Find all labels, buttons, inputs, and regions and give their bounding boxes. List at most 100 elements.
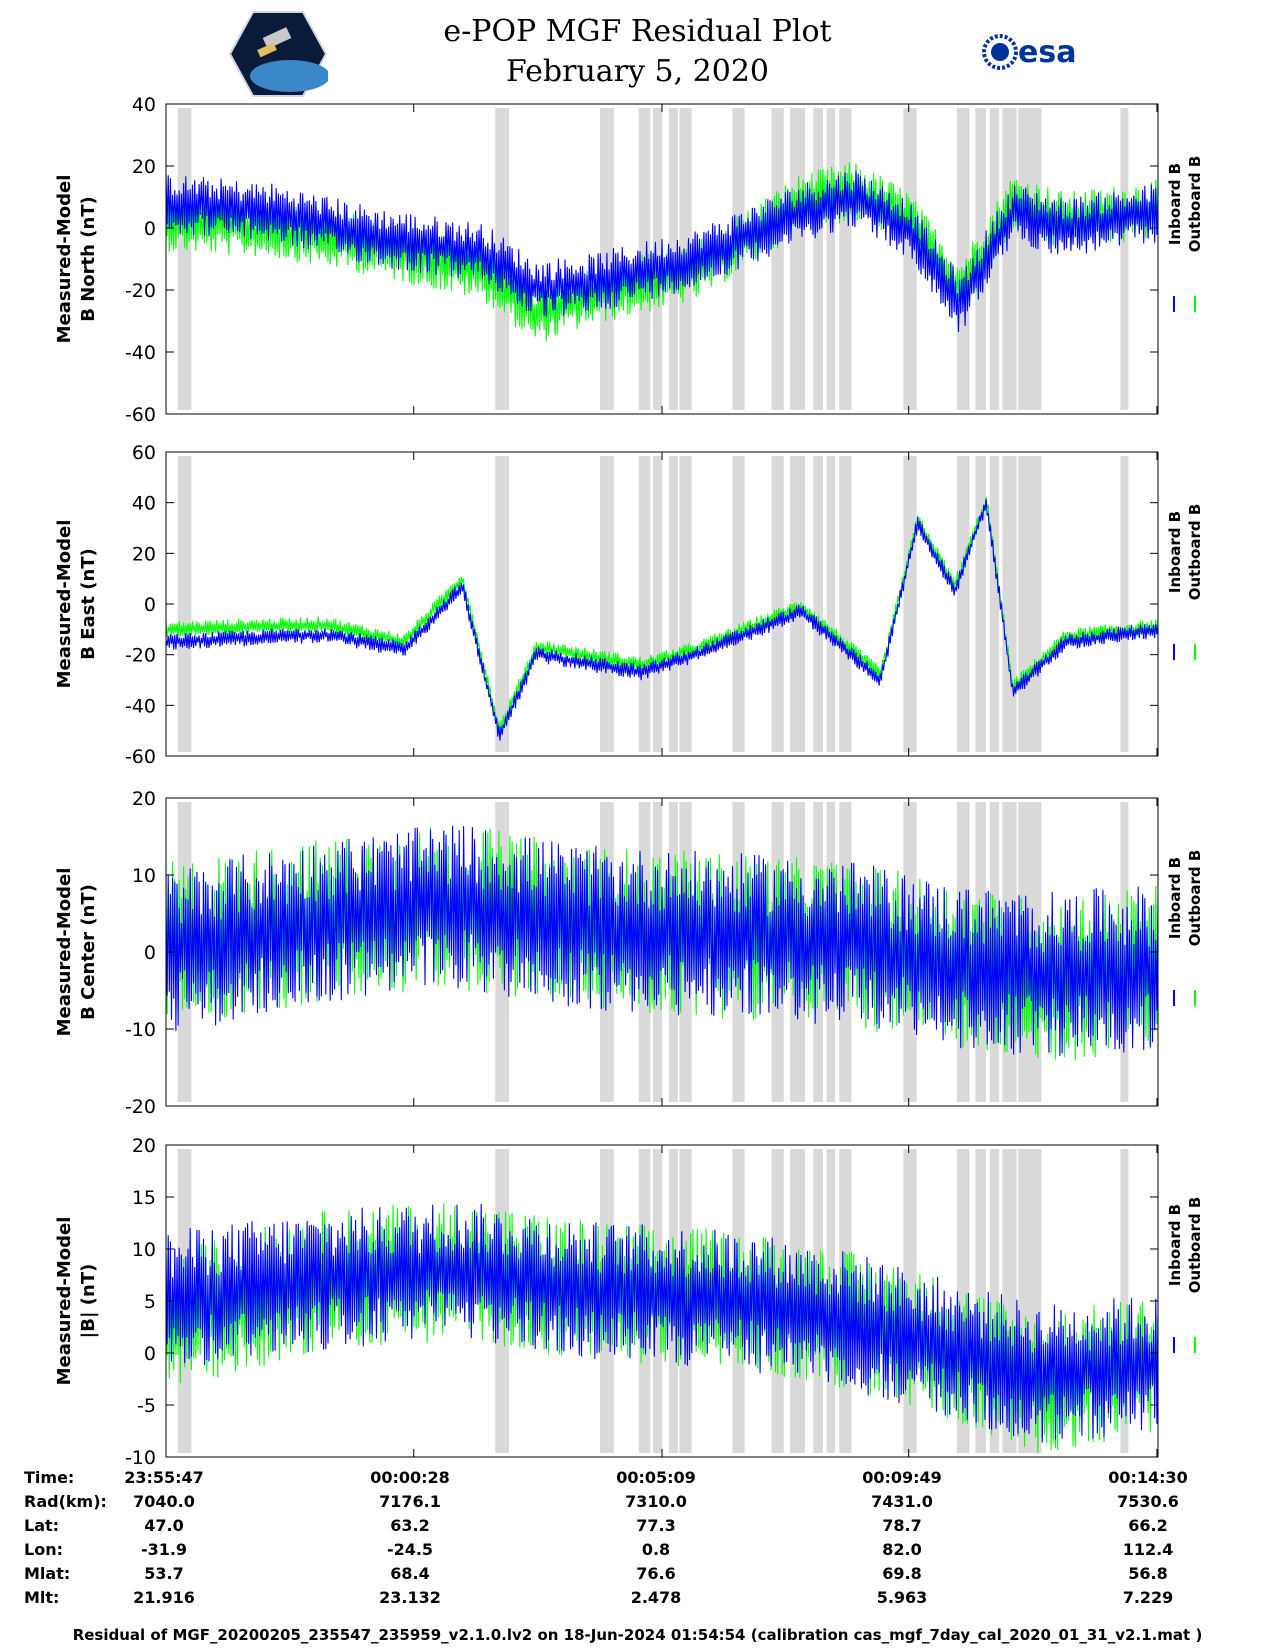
series-inboard-line — [166, 1203, 1158, 1443]
legend-outboard-label: Outboard B — [1186, 850, 1204, 947]
data-gap-band — [771, 108, 784, 410]
y-axis-label-line1: Measured-Model — [54, 1217, 75, 1386]
y-axis-label-line1: Measured-Model — [54, 175, 75, 344]
data-gap-band — [956, 456, 970, 752]
info-cell: 00:05:09 — [616, 1468, 696, 1487]
data-gap-band — [1120, 1149, 1129, 1453]
data-gap-band — [1002, 108, 1017, 410]
series-inboard-line — [166, 499, 1158, 741]
info-cell: 68.4 — [390, 1564, 430, 1583]
legend-inboard-label: Inboard B — [1166, 857, 1184, 939]
y-axis-label-line1: Measured-Model — [54, 868, 75, 1037]
data-gap-band — [813, 108, 823, 410]
y-tick-label: 20 — [132, 156, 156, 178]
legend-outboard-label: Outboard B — [1186, 504, 1204, 601]
info-cell: 0.8 — [641, 1540, 671, 1559]
info-cell: 112.4 — [1122, 1540, 1174, 1559]
y-axis-label-line2: |B| (nT) — [78, 1264, 99, 1339]
y-tick-label: 0 — [144, 942, 156, 964]
data-gap-band — [826, 456, 836, 752]
data-gap-band — [495, 108, 510, 410]
data-gap-band — [177, 456, 192, 752]
y-tick-label: 10 — [132, 1239, 156, 1261]
data-gap-band — [600, 456, 614, 752]
info-label-time: Time: — [24, 1468, 75, 1487]
data-gap-band — [1120, 108, 1129, 410]
data-gap-band — [903, 456, 917, 752]
info-label-lon: Lon: — [24, 1540, 63, 1559]
data-gap-band — [839, 108, 852, 410]
info-cell: 23:55:47 — [124, 1468, 204, 1487]
y-tick-label: 60 — [132, 442, 156, 464]
data-gap-band — [790, 108, 805, 410]
data-gap-band — [956, 108, 970, 410]
legend-labels: Inboard B Outboard B — [1166, 1197, 1204, 1294]
panel-1: 40 20 0 -20 -40 -60 Measured-Model B North (nT)… — [54, 94, 1204, 426]
y-tick-label: 5 — [144, 1291, 156, 1313]
legend-inboard-label: Inboard B — [1166, 511, 1184, 593]
data-gap-band — [975, 1149, 986, 1453]
y-tick-label: 20 — [132, 543, 156, 565]
y-tick-label: -5 — [137, 1395, 156, 1417]
data-gap-band — [826, 108, 836, 410]
y-axis-label-line1: Measured-Model — [54, 520, 75, 689]
chart-title: e-POP MGF Residual Plot — [443, 14, 832, 49]
info-cell: 00:09:49 — [862, 1468, 942, 1487]
data-gap-band — [600, 1149, 614, 1453]
data-gap-band — [495, 456, 510, 752]
data-gap-band — [600, 802, 614, 1102]
info-cell: 21.916 — [133, 1588, 195, 1607]
info-cell: 63.2 — [390, 1516, 430, 1535]
y-axis-label: Measured-Model B Center (nT) — [54, 868, 99, 1037]
info-cell: 00:14:30 — [1108, 1468, 1188, 1487]
series-inboard-line — [166, 170, 1158, 333]
data-gap-band — [638, 456, 651, 752]
chart-date: February 5, 2020 — [505, 54, 769, 89]
data-gap-band — [813, 456, 823, 752]
legend-labels: Inboard B Outboard B — [1166, 850, 1204, 947]
legend-outboard-label: Outboard B — [1186, 156, 1204, 253]
header: e-POP MGF Residual Plot February 5, 2020… — [0, 0, 1275, 105]
panel-2: 60 40 20 0 -20 -40 -60 Measured-Model B East (nT… — [54, 442, 1204, 768]
info-label-lat: Lat: — [24, 1516, 60, 1535]
data-gap-band — [1018, 108, 1042, 410]
esa-logo-text: esa — [1018, 35, 1076, 70]
legend-labels: Inboard B Outboard B — [1166, 156, 1204, 253]
series-outboard-line — [166, 496, 1158, 738]
info-label-rad: Rad(km): — [24, 1492, 107, 1511]
data-gap-band — [975, 456, 986, 752]
info-cell: 7310.0 — [625, 1492, 687, 1511]
panel-4: 20 15 10 5 0 -5 -10 Measured-Model |B| (nT) Inboa… — [54, 1135, 1204, 1469]
orbit-info-table: Time: Rad(km): Lat: Lon: Mlat: Mlt: 23:5… — [0, 1468, 1275, 1618]
data-gap-band — [679, 456, 692, 752]
y-tick-label: -10 — [125, 1019, 156, 1041]
data-gap-band — [732, 456, 745, 752]
y-tick-label: 10 — [132, 865, 156, 887]
y-tick-label: 0 — [144, 218, 156, 240]
cassiope-logo — [228, 11, 328, 97]
info-cell: 77.3 — [636, 1516, 676, 1535]
info-cell: -31.9 — [140, 1540, 188, 1559]
info-cell: 53.7 — [144, 1564, 184, 1583]
data-gap-band — [653, 456, 662, 752]
data-gap-band — [903, 1149, 917, 1453]
info-cell: -24.5 — [386, 1540, 434, 1559]
y-axis-label: Measured-Model B North (nT) — [54, 175, 99, 344]
data-gap-band — [177, 108, 192, 410]
info-cell: 82.0 — [882, 1540, 922, 1559]
data-gap-band — [653, 802, 662, 1102]
data-gap-band — [1002, 456, 1017, 752]
series-inboard-line — [166, 825, 1158, 1057]
info-label-mlt: Mlt: — [24, 1588, 60, 1607]
data-gap-band — [668, 456, 678, 752]
data-gap-band — [653, 1149, 662, 1453]
data-gap-band — [826, 1149, 836, 1453]
info-cell: 76.6 — [636, 1564, 676, 1583]
info-cell: 2.478 — [630, 1588, 682, 1607]
info-cell: 7.229 — [1122, 1588, 1174, 1607]
info-cell: 78.7 — [882, 1516, 922, 1535]
y-axis-label: Measured-Model |B| (nT) — [54, 1217, 99, 1386]
y-tick-label: -20 — [125, 280, 156, 302]
y-tick-label: 20 — [132, 1135, 156, 1157]
